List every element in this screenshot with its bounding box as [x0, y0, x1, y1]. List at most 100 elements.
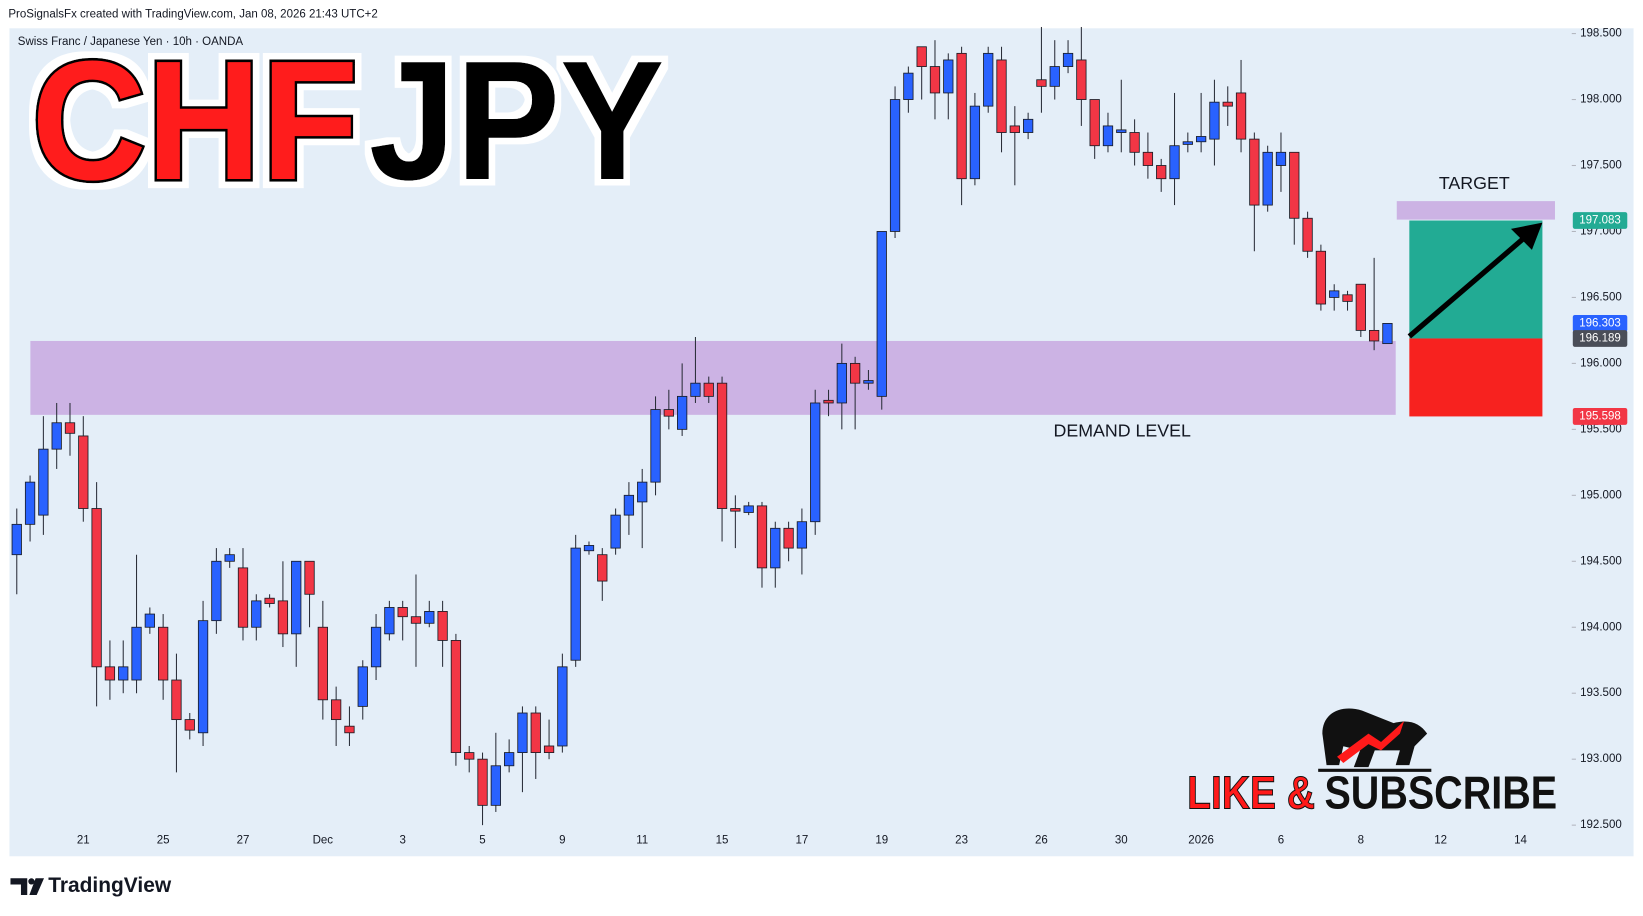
candle-body: [1009, 125, 1020, 133]
zones: [30, 201, 1555, 415]
price-label: 195.598: [1579, 410, 1621, 422]
x-tick-label: 6: [1278, 835, 1284, 847]
candle-body: [543, 745, 555, 753]
candle-body: [850, 362, 861, 384]
x-tick-label: 30: [1115, 835, 1128, 847]
candle-body: [211, 560, 222, 622]
arrow-shaft: [1407, 231, 1532, 339]
candle-body: [637, 481, 648, 503]
candle-body: [876, 231, 887, 397]
zone-label: TARGET: [1439, 173, 1510, 193]
arrow-head: [1510, 222, 1543, 250]
candle-body: [1076, 59, 1087, 100]
candle-body: [1129, 132, 1140, 153]
stop-box: [1409, 338, 1543, 417]
candle-body: [1049, 66, 1060, 87]
x-tick-label: 25: [157, 835, 170, 847]
candle-body: [158, 626, 169, 681]
candle-body: [291, 560, 302, 635]
candle-body: [224, 554, 235, 562]
candle-body: [450, 640, 462, 753]
candle-body: [144, 613, 155, 628]
candles: [11, 26, 1393, 826]
candle-body: [796, 521, 808, 549]
candle-body: [1089, 99, 1100, 147]
candle-body: [1142, 151, 1154, 166]
y-tick-label: 198.500: [1580, 28, 1622, 40]
y-tick-label: 194.000: [1580, 621, 1622, 633]
candle-body: [197, 620, 209, 734]
candle-body: [1355, 283, 1366, 331]
candle-body: [969, 105, 981, 180]
candle-body: [716, 382, 728, 509]
price-label: 197.083: [1579, 215, 1621, 227]
y-tick-label: 195.000: [1580, 489, 1622, 501]
candle-body: [1329, 290, 1340, 298]
x-tick-label: 2026: [1188, 835, 1214, 847]
candle-body: [677, 395, 688, 430]
candle-body: [1302, 217, 1313, 252]
candle-body: [610, 514, 621, 549]
candle-body: [863, 380, 874, 384]
price-label-bg: [1572, 315, 1628, 332]
candle-body: [317, 626, 328, 701]
candle-body: [1235, 92, 1247, 140]
candle-body: [1036, 79, 1047, 87]
candle-body: [171, 679, 182, 721]
price-label: 196.189: [1579, 333, 1621, 345]
x-tick-label: 26: [1035, 835, 1048, 847]
x-tick-label: 11: [636, 835, 648, 847]
candle-body: [570, 547, 581, 661]
candle-body: [583, 545, 595, 552]
x-tick-label: 8: [1358, 835, 1364, 847]
x-tick-label: 9: [559, 835, 565, 847]
candle-body: [730, 508, 741, 512]
headline-chf: CHF: [31, 25, 358, 215]
candle-body: [304, 560, 315, 595]
candle-body: [410, 616, 422, 624]
candle-body: [1169, 145, 1180, 180]
brand: TradingView: [48, 874, 172, 897]
candle-body: [437, 610, 448, 641]
candle-body: [51, 422, 62, 450]
candle-body: [464, 752, 475, 760]
candle-body: [370, 626, 382, 668]
candle-body: [650, 409, 661, 483]
y-tick-label: 193.500: [1580, 687, 1622, 699]
candle-body: [983, 52, 994, 107]
candle-body: [783, 527, 794, 549]
candle-body: [331, 699, 342, 721]
candle-body: [1262, 151, 1273, 206]
x-tick-label: 21: [77, 835, 90, 847]
price-label-bg: [1572, 408, 1628, 425]
y-tick-label: 194.500: [1580, 555, 1622, 567]
candle-body: [1102, 125, 1114, 147]
candle-body: [118, 666, 129, 681]
candle-body: [11, 523, 22, 556]
cta-subscribe: SUBSCRIBE: [1324, 767, 1557, 819]
candle-body: [1342, 294, 1353, 302]
candle-body: [1275, 151, 1287, 166]
candle-body: [597, 554, 608, 582]
candle-body: [810, 402, 821, 523]
zone: [1396, 201, 1555, 220]
candle-body: [490, 765, 501, 806]
candle-body: [943, 59, 954, 94]
candle-body: [78, 435, 89, 509]
x-tick-label: 12: [1434, 835, 1447, 847]
candle-body: [477, 758, 488, 806]
candle-body: [131, 626, 142, 681]
candle-body: [903, 72, 914, 100]
candle-body: [357, 666, 368, 707]
candle-body: [1222, 101, 1233, 107]
price-label: 196.303: [1579, 317, 1621, 329]
x-tick-label: 19: [875, 835, 888, 847]
candle-body: [1062, 52, 1074, 67]
x-tick-label: 27: [237, 835, 250, 847]
candle-body: [184, 719, 195, 731]
candle-body: [996, 59, 1007, 133]
candle-body: [916, 46, 927, 67]
candle-body: [743, 505, 754, 513]
candle-body: [237, 567, 249, 628]
